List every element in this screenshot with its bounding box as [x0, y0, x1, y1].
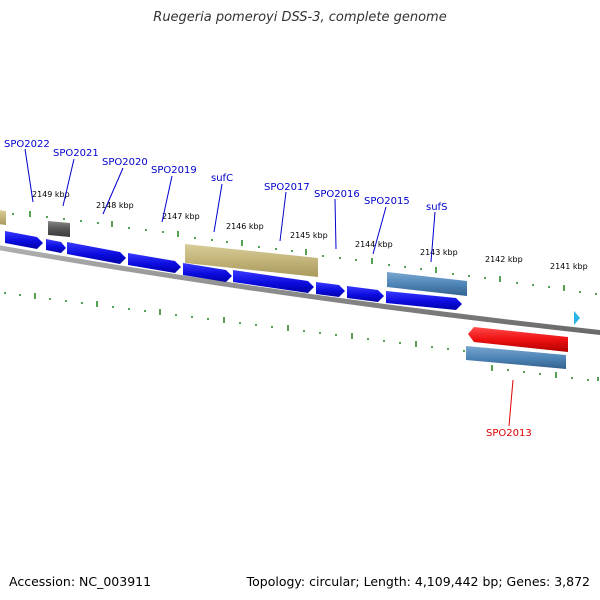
scale-labels: 2149 kbp 2148 kbp 2147 kbp 2146 kbp 2145… [32, 190, 588, 271]
gene-arrow-spo2022[interactable] [5, 231, 43, 249]
genome-summary: Topology: circular; Length: 4,109,442 bp… [246, 574, 590, 589]
gene-arrow-sufs[interactable] [386, 291, 462, 310]
accession-label: Accession: NC_003911 [9, 574, 152, 589]
gene-label-sufs[interactable]: sufS [426, 202, 447, 213]
gene-arrow-spo2015[interactable] [347, 286, 384, 302]
gene-label-sufc[interactable]: sufC [211, 173, 233, 184]
scale-label: 2148 kbp [96, 201, 134, 210]
gene-label-spo2015[interactable]: SPO2015 [364, 196, 410, 207]
feature-block-sufc-region[interactable] [185, 244, 318, 277]
feature-block-left-edge[interactable] [0, 210, 6, 225]
gene-arrow-spo2021[interactable] [46, 239, 66, 253]
gene-label-spo2021[interactable]: SPO2021 [53, 148, 99, 159]
gene-arrow-spo2016[interactable] [316, 282, 345, 297]
gene-label-spo2022[interactable]: SPO2022 [4, 139, 50, 150]
gene-label-spo2019[interactable]: SPO2019 [151, 165, 197, 176]
gene-arrow-spo2017[interactable] [233, 270, 314, 293]
scale-label: 2141 kbp [550, 262, 588, 271]
scale-label: 2143 kbp [420, 248, 458, 257]
scale-label: 2149 kbp [32, 190, 70, 199]
gene-label-spo2016[interactable]: SPO2016 [314, 189, 360, 200]
outer-tick-ring [1, 211, 597, 295]
scale-label: 2147 kbp [162, 212, 200, 221]
forward-gene-track [5, 231, 462, 310]
gene-arrow-spo2020[interactable] [67, 242, 126, 264]
feature-block-pseudo[interactable] [48, 221, 70, 237]
feature-block-spo2013-region[interactable] [466, 346, 566, 369]
gene-labels: SPO2022 SPO2021 SPO2020 SPO2019 sufC SPO… [4, 139, 532, 439]
gene-arrow-sufc[interactable] [183, 263, 232, 282]
reverse-gene-track [466, 327, 568, 369]
gene-arrow-spo2019[interactable] [128, 253, 181, 273]
feature-block-sufs-region[interactable] [387, 272, 467, 296]
label-leader-lines [24, 148, 514, 427]
scale-label: 2144 kbp [355, 240, 393, 249]
strand-direction-marker [574, 311, 580, 325]
feature-block-track [0, 210, 467, 296]
genome-backbone [0, 245, 600, 335]
gene-arrow-spo2013[interactable] [468, 327, 568, 352]
gene-label-spo2017[interactable]: SPO2017 [264, 182, 310, 193]
gene-label-spo2020[interactable]: SPO2020 [102, 157, 148, 168]
scale-label: 2146 kbp [226, 222, 264, 231]
scale-label: 2145 kbp [290, 231, 328, 240]
scale-label: 2142 kbp [485, 255, 523, 264]
page-title: Ruegeria pomeroyi DSS-3, complete genome [153, 10, 447, 25]
gene-label-spo2013[interactable]: SPO2013 [486, 428, 532, 439]
